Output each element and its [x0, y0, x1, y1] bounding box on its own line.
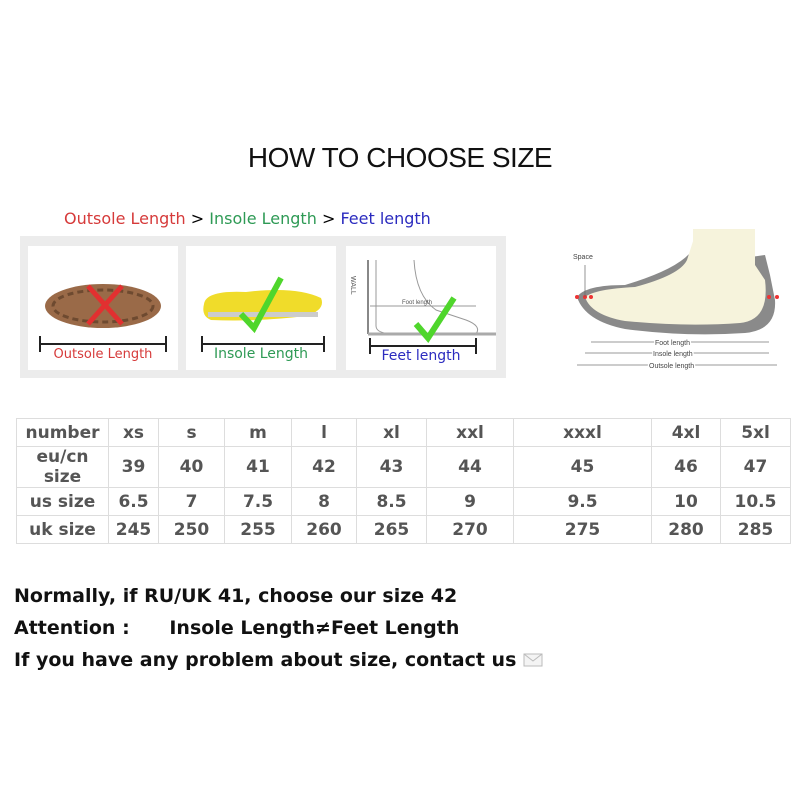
table-cell: 47 [720, 446, 791, 488]
size-table: number xs s m l xl xxl xxxl 4xl 5xl eu/cn size 39 40… [16, 418, 791, 544]
outsole-label: Outsole Length [53, 347, 153, 362]
table-cell: 250 [158, 515, 225, 544]
table-cell: 270 [426, 515, 514, 544]
table-cell: 39 [108, 446, 159, 488]
insole-image [201, 276, 325, 352]
table-cell: xs [108, 418, 159, 447]
table-cell: 5xl [720, 418, 791, 447]
row-label-cell: uk size [16, 515, 109, 544]
note-attention: Attention : Insole Length≠Feet Length [14, 617, 460, 639]
table-cell: 9.5 [513, 487, 652, 516]
table-cell: m [224, 418, 292, 447]
size-notes: Normally, if RU/UK 41, choose our size 4… [14, 580, 543, 676]
table-cell: l [291, 418, 357, 447]
foot-wall-image: WALL Foot length [349, 259, 496, 354]
shoe-cross-section-diagram: Space Foot length Insole length Outsole … [573, 229, 779, 372]
row-label-cell: number [16, 418, 109, 447]
insole-panel: Insole Length [186, 246, 336, 370]
table-row: us size 6.5 7 7.5 8 8.5 9 9.5 10 10.5 [16, 487, 791, 516]
row-label-cell: eu/cn size [16, 446, 109, 488]
table-cell: 40 [158, 446, 225, 488]
table-cell: 8 [291, 487, 357, 516]
foot-length-label: Foot length [402, 300, 432, 306]
check-icon [413, 296, 457, 343]
table-cell: 10 [651, 487, 721, 516]
envelope-icon [523, 653, 543, 667]
table-cell: s [158, 418, 225, 447]
page-title: HOW TO CHOOSE SIZE [247, 142, 553, 173]
insole-text: Insole Length [209, 209, 317, 228]
table-cell: xxl [426, 418, 514, 447]
table-cell: xl [356, 418, 427, 447]
cross-icon [86, 284, 124, 326]
table-cell: 10.5 [720, 487, 791, 516]
feet-label: Feet length [381, 348, 461, 364]
length-comparison: Outsole Length > Insole Length > Feet le… [64, 209, 431, 228]
foot-length-text: Foot length [655, 340, 690, 347]
table-cell: 7 [158, 487, 225, 516]
gt-sign: > [321, 209, 336, 228]
note-contact: If you have any problem about size, cont… [14, 644, 543, 676]
insole-length-text: Insole length [653, 351, 693, 358]
check-icon [238, 276, 284, 334]
table-row: uk size 245 250 255 260 265 270 275 280 285 [16, 515, 791, 544]
outsole-text: Outsole Length [64, 209, 186, 228]
table-cell: 6.5 [108, 487, 159, 516]
measurement-panels: Outsole Length Insole Length WALL Foot l… [20, 236, 506, 378]
table-cell: 46 [651, 446, 721, 488]
feet-panel: WALL Foot length Feet length [346, 246, 496, 370]
table-cell: 45 [513, 446, 652, 488]
table-cell: 9 [426, 487, 514, 516]
table-cell: 44 [426, 446, 514, 488]
space-label: Space [573, 254, 593, 261]
outsole-length-text: Outsole length [649, 363, 694, 370]
gt-sign: > [190, 209, 205, 228]
table-cell: 275 [513, 515, 652, 544]
table-row: eu/cn size 39 40 41 42 43 44 45 46 47 [16, 446, 791, 488]
table-cell: 7.5 [224, 487, 292, 516]
note-contact-text: If you have any problem about size, cont… [14, 649, 517, 671]
table-cell: 4xl [651, 418, 721, 447]
table-header-row: number xs s m l xl xxl xxxl 4xl 5xl [16, 418, 791, 447]
outsole-sole-image [39, 284, 167, 352]
table-cell: 285 [720, 515, 791, 544]
table-cell: 245 [108, 515, 159, 544]
row-label-cell: us size [16, 487, 109, 516]
feet-text: Feet length [340, 209, 431, 228]
table-cell: 265 [356, 515, 427, 544]
table-cell: 42 [291, 446, 357, 488]
note-normally: Normally, if RU/UK 41, choose our size 4… [14, 585, 458, 607]
table-cell: 280 [651, 515, 721, 544]
table-cell: xxxl [513, 418, 652, 447]
table-cell: 8.5 [356, 487, 427, 516]
insole-label: Insole Length [213, 346, 309, 362]
outsole-panel: Outsole Length [28, 246, 178, 370]
table-cell: 260 [291, 515, 357, 544]
table-cell: 43 [356, 446, 427, 488]
table-cell: 41 [224, 446, 292, 488]
table-cell: 255 [224, 515, 292, 544]
wall-label: WALL [349, 276, 356, 295]
